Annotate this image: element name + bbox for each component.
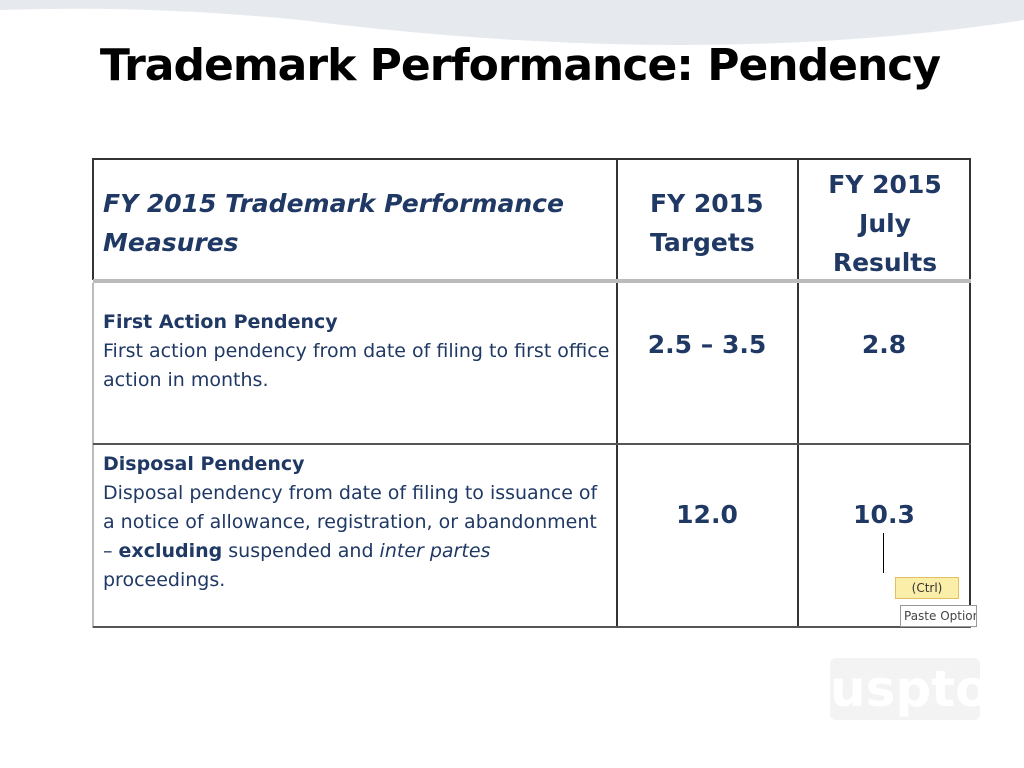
text: inter partes: [379, 540, 491, 562]
logo: uspto: [830, 658, 990, 720]
border: [92, 158, 94, 280]
tooltip: Paste Options: [900, 605, 977, 627]
border: [93, 279, 971, 283]
target: 2.5 – 3.5: [647, 330, 767, 359]
top-band: [0, 0, 1024, 45]
text: excluding: [118, 540, 223, 562]
text: proceedings.: [103, 569, 226, 591]
header-cell: FY 2015 July Results: [828, 170, 942, 277]
text: suspended and: [222, 540, 380, 562]
header-cell: FY 2015 Trademark Performance Measures: [103, 189, 564, 257]
border: [93, 443, 971, 445]
paste-options-button[interactable]: (Ctrl): [895, 577, 959, 599]
cursor: [883, 533, 884, 573]
row-name: Disposal Pendency: [103, 453, 305, 475]
border: [92, 283, 94, 628]
target: 12.0: [676, 500, 738, 529]
border: [93, 626, 971, 628]
row-description: Disposal pendency from date of filing to…: [103, 479, 608, 595]
border: [616, 158, 618, 628]
header-cell: FY 2015 Targets: [650, 189, 764, 257]
border: [969, 158, 971, 628]
text: Disposal pendency from date of filing to…: [103, 482, 598, 562]
result: 2.8: [861, 330, 907, 359]
row-name: First Action Pendency: [103, 311, 338, 333]
row-description: First action pendency from date of filin…: [103, 337, 613, 395]
table: [93, 158, 970, 629]
border: [797, 158, 799, 628]
slide-title: Trademark Performance: Pendency: [99, 40, 941, 91]
text: First action pendency from date of filin…: [103, 340, 610, 391]
result: 10.3: [853, 500, 915, 529]
